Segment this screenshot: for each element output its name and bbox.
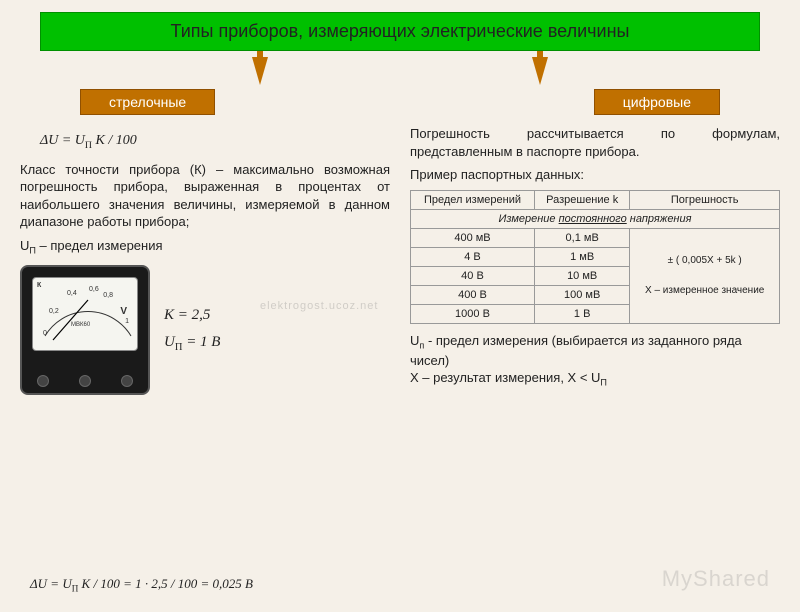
error-cell: ± ( 0,005X + 5k ) X – измеренное значени… (630, 228, 780, 323)
digital-example-label: Пример паспортных данных: (410, 166, 780, 184)
dial-k: К (37, 282, 41, 289)
analog-paragraph: Класс точности прибора (К) – максимально… (20, 161, 390, 231)
tick: 0,4 (67, 290, 77, 297)
cell: 1 В (534, 304, 629, 323)
col-header: Предел измерений (411, 190, 535, 209)
digital-paragraph: Погрешность рассчитывается по формулам, … (410, 125, 780, 160)
bottom-formula: ΔU = UП K / 100 = 1 · 2,5 / 100 = 0,025 … (30, 576, 253, 594)
tick: 0 (43, 330, 47, 337)
analog-up-line: UП – предел измерения (20, 237, 390, 257)
tick: 0,6 (89, 286, 99, 293)
cell: 400 В (411, 285, 535, 304)
subheader-cell: Измерение постоянного напряжения (411, 209, 780, 228)
type-badges: стрелочные цифровые (80, 89, 720, 115)
screw-icon (121, 375, 133, 387)
arrow-icon (252, 57, 268, 85)
analog-badge: стрелочные (80, 89, 215, 115)
col-header: Разрешение k (534, 190, 629, 209)
err-formula: ± ( 0,005X + 5k ) (635, 253, 774, 268)
cell: 4 В (411, 247, 535, 266)
analog-formula: ΔU = UП K / 100 (40, 133, 390, 151)
arrow-icon (532, 57, 548, 85)
dial-v: V (120, 306, 127, 317)
tick: 0,8 (103, 292, 113, 299)
x-definition: X – результат измерения, X < UП (410, 369, 780, 389)
watermark-corner: MyShared (662, 566, 770, 592)
screw-icon (37, 375, 49, 387)
cell: 0,1 мВ (534, 228, 629, 247)
voltmeter-dial: К МВК60 V 0 0,2 0,4 0,6 0,8 1 (32, 277, 138, 351)
voltmeter-image: К МВК60 V 0 0,2 0,4 0,6 0,8 1 (20, 265, 150, 395)
cell: 40 В (411, 266, 535, 285)
up-value: UП = 1 В (164, 329, 220, 358)
k-value: K = 2,5 (164, 302, 220, 329)
watermark-center: elektrogost.ucoz.net (260, 300, 378, 312)
device-values: K = 2,5 UП = 1 В (164, 302, 220, 358)
below-table-text: Uп - предел измерения (выбирается из зад… (410, 332, 780, 389)
col-header: Погрешность (630, 190, 780, 209)
digital-column: Погрешность рассчитывается по формулам, … (410, 125, 780, 395)
table-row: 400 мВ 0,1 мВ ± ( 0,005X + 5k ) X – изме… (411, 228, 780, 247)
page-title: Типы приборов, измеряющих электрические … (40, 12, 760, 51)
cell: 1000 В (411, 304, 535, 323)
arrows (120, 57, 680, 85)
spec-table: Предел измерений Разрешение k Погрешност… (410, 190, 780, 324)
up-definition: Uп - предел измерения (выбирается из зад… (410, 332, 780, 369)
tick: 0,2 (49, 308, 59, 315)
cell: 100 мВ (534, 285, 629, 304)
err-note: X – измеренное значение (635, 283, 774, 298)
cell: 1 мВ (534, 247, 629, 266)
table-subheader-row: Измерение постоянного напряжения (411, 209, 780, 228)
table-header-row: Предел измерений Разрешение k Погрешност… (411, 190, 780, 209)
cell: 10 мВ (534, 266, 629, 285)
tick: 1 (125, 318, 129, 325)
dial-model: МВК60 (71, 322, 90, 328)
analog-column: ΔU = UП K / 100 Класс точности прибора (… (20, 125, 390, 395)
cell: 400 мВ (411, 228, 535, 247)
screw-icon (79, 375, 91, 387)
digital-badge: цифровые (594, 89, 720, 115)
